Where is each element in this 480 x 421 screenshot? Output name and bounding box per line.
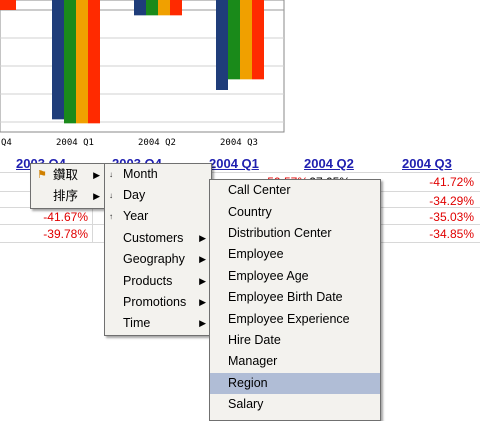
submenu-arrow-icon: ▶	[199, 233, 206, 243]
menu-item-employee[interactable]: Employee	[210, 244, 380, 265]
menu-item-label: Products	[123, 274, 173, 288]
menu-item-label: Manager	[228, 354, 278, 368]
menu-item-label: Year	[123, 209, 149, 223]
menu-item-products[interactable]: Products ▶	[105, 271, 211, 292]
bar	[52, 0, 64, 120]
menu-item-hire-date[interactable]: Hire Date	[210, 330, 380, 351]
menu-item-label: Employee Age	[228, 269, 309, 283]
drill-down-icon: ↓	[109, 170, 113, 179]
table-cell: -35.03%	[429, 210, 474, 224]
menu-item-year[interactable]: ↑ Year	[105, 206, 211, 227]
drill-down-icon: ↓	[109, 191, 113, 200]
col-header-2004q3[interactable]: 2004 Q3	[402, 156, 452, 171]
bar	[88, 0, 100, 124]
menu-item-employee-age[interactable]: Employee Age	[210, 266, 380, 287]
bars-group	[52, 0, 264, 124]
menu-item-label: Month	[123, 167, 158, 181]
menu-item-time[interactable]: Time ▶	[105, 313, 211, 334]
header-divider	[0, 172, 480, 173]
menu-item-label: Hire Date	[228, 333, 281, 347]
menu-item-employee-experience[interactable]: Employee Experience	[210, 309, 380, 330]
menu-item-customers[interactable]: Customers ▶	[105, 228, 211, 249]
bar	[240, 0, 252, 80]
bar-partial	[0, 0, 16, 10]
submenu-arrow-icon: ▶	[93, 191, 100, 201]
x-axis-labels: Q4 2004 Q1 2004 Q2 2004 Q3	[1, 138, 258, 148]
submenu-arrow-icon: ▶	[199, 318, 206, 328]
x-tick-label: 2004 Q2	[138, 138, 176, 148]
menu-item-label: Geography	[123, 252, 185, 266]
x-tick-label: Q4	[1, 138, 12, 148]
menu-item-label: 鑽取	[53, 168, 79, 182]
menu-item-employee-birth-date[interactable]: Employee Birth Date	[210, 287, 380, 308]
menu-item-salary[interactable]: Salary	[210, 394, 380, 415]
bar	[216, 0, 228, 90]
col-header-2004q2[interactable]: 2004 Q2	[304, 156, 354, 171]
menu-item-sort[interactable]: 排序 ▶	[31, 186, 105, 207]
dimension-submenu: Call Center Country Distribution Center …	[209, 179, 381, 421]
submenu-arrow-icon: ▶	[199, 254, 206, 264]
menu-item-label: Call Center	[228, 183, 291, 197]
submenu-arrow-icon: ▶	[199, 297, 206, 307]
menu-item-region[interactable]: Region	[210, 373, 380, 394]
menu-item-label: Time	[123, 316, 151, 330]
menu-item-label: 排序	[53, 189, 79, 203]
bar	[64, 0, 76, 124]
menu-item-call-center[interactable]: Call Center	[210, 180, 380, 201]
submenu-arrow-icon: ▶	[199, 276, 206, 286]
menu-item-country[interactable]: Country	[210, 202, 380, 223]
drill-submenu: ↓ Month ↓ Day ↑ Year Customers ▶ Geograp…	[104, 163, 212, 336]
menu-item-label: Employee	[228, 247, 284, 261]
table-cell: -41.67%	[43, 210, 88, 224]
bar	[170, 0, 182, 16]
menu-item-label: Customers	[123, 231, 184, 245]
drill-up-icon: ↑	[109, 212, 113, 221]
drill-icon: ⚑	[37, 169, 47, 181]
col-header-2004q1[interactable]: 2004 Q1	[209, 156, 259, 171]
table-cell: -34.29%	[429, 194, 474, 208]
menu-item-label: Country	[228, 205, 272, 219]
context-menu: ⚑ 鑽取 ▶ 排序 ▶	[30, 163, 106, 209]
menu-item-label: Promotions	[123, 295, 187, 309]
x-tick-label: 2004 Q3	[220, 138, 258, 148]
menu-item-label: Employee Birth Date	[228, 290, 343, 304]
menu-item-label: Salary	[228, 397, 264, 411]
bar	[252, 0, 264, 80]
bar	[146, 0, 158, 16]
menu-item-label: Distribution Center	[228, 226, 332, 240]
bar	[158, 0, 170, 16]
bar	[228, 0, 240, 80]
menu-item-label: Day	[123, 188, 146, 202]
menu-item-distribution-center[interactable]: Distribution Center	[210, 223, 380, 244]
bar	[76, 0, 88, 124]
menu-item-label: Employee Experience	[228, 312, 350, 326]
menu-item-manager[interactable]: Manager	[210, 351, 380, 372]
menu-item-drill[interactable]: ⚑ 鑽取 ▶	[31, 165, 105, 186]
table-cell: -41.72%	[429, 175, 474, 189]
menu-item-month[interactable]: ↓ Month	[105, 164, 211, 185]
menu-item-geography[interactable]: Geography ▶	[105, 249, 211, 270]
x-tick-label: 2004 Q1	[56, 138, 94, 148]
table-cell: -34.85%	[429, 227, 474, 241]
menu-item-promotions[interactable]: Promotions ▶	[105, 292, 211, 313]
menu-item-label: Region	[228, 376, 268, 390]
submenu-arrow-icon: ▶	[93, 170, 100, 180]
bar	[134, 0, 146, 16]
table-cell: -39.78%	[43, 227, 88, 241]
bar-chart: Q4 2004 Q1 2004 Q2 2004 Q3	[0, 0, 285, 148]
menu-item-day[interactable]: ↓ Day	[105, 185, 211, 206]
